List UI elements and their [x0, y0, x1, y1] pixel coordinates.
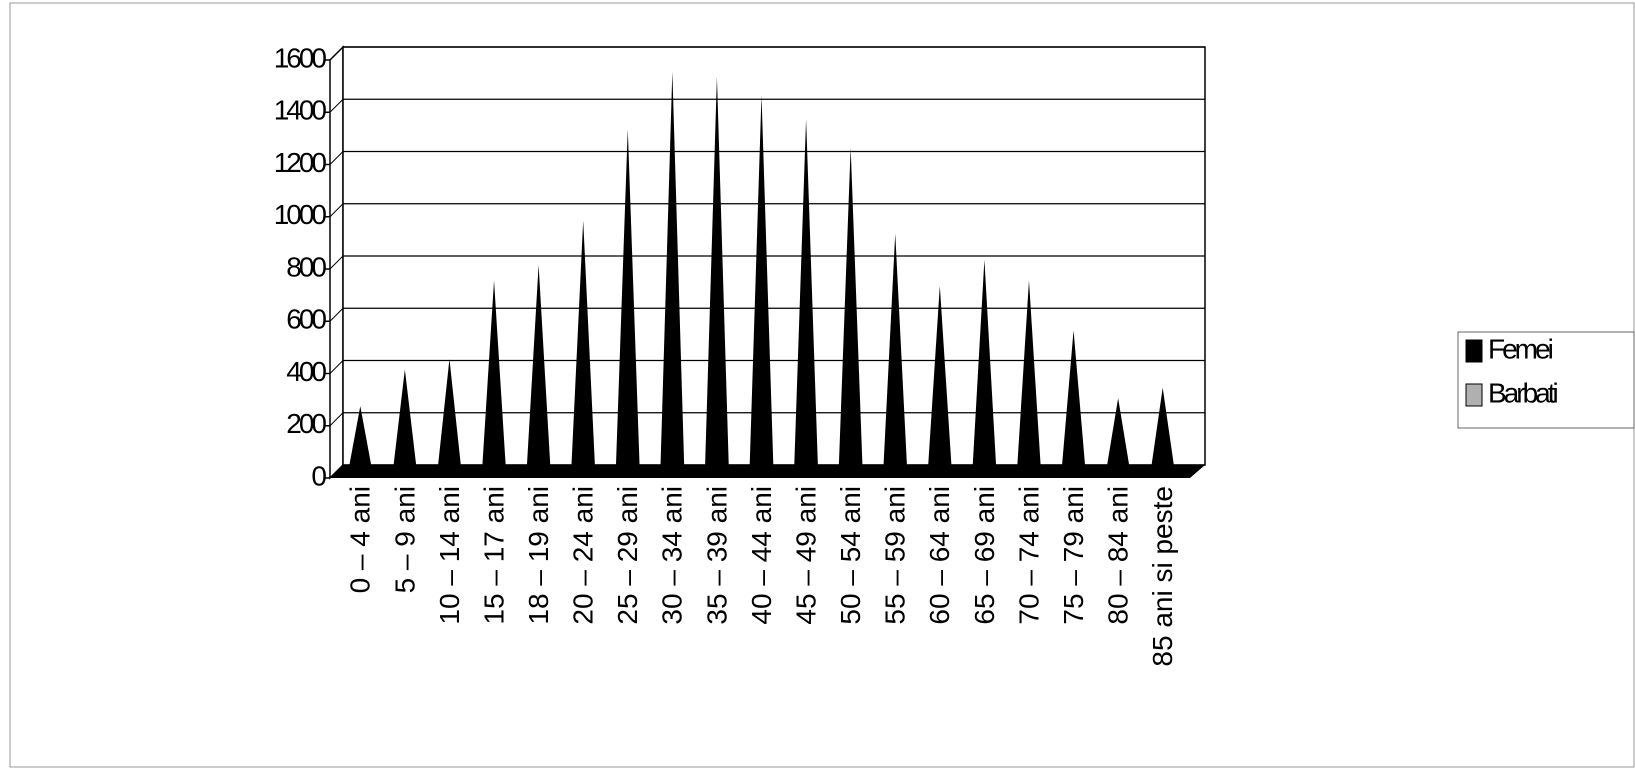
y-tick-label: 800 [286, 251, 326, 282]
y-tick-label: 200 [286, 408, 326, 439]
grid-line [329, 46, 344, 61]
legend-label: Barbati [1488, 377, 1557, 408]
x-tick-label: 50 – 54 ani [835, 486, 866, 625]
y-tick-label: 1600 [274, 42, 327, 73]
cone [482, 280, 507, 471]
cone [571, 220, 596, 471]
x-tick-label: 65 – 69 ani [969, 486, 1000, 625]
grid-line [329, 151, 344, 165]
y-tick-label: 1000 [274, 199, 327, 230]
cone [437, 359, 462, 471]
x-tick-label: 30 – 34 ani [657, 486, 688, 625]
x-tick-label: 20 – 24 ani [568, 486, 599, 625]
cone [838, 147, 863, 471]
cone [392, 369, 417, 471]
x-tick-label: 75 – 79 ani [1058, 486, 1089, 625]
y-tick-label: 1200 [274, 147, 327, 178]
x-tick-label: 40 – 44 ani [746, 486, 777, 625]
x-tick-label: 10 – 14 ani [434, 486, 465, 625]
legend-swatch [1465, 383, 1483, 407]
x-tick-label: 0 – 4 ani [345, 486, 376, 593]
y-tick-label: 600 [286, 304, 326, 335]
grid-line [329, 203, 344, 218]
cone [794, 118, 819, 471]
x-tick-label: 15 – 17 ani [478, 486, 509, 625]
x-tick-label: 5 – 9 ani [389, 486, 420, 593]
x-tick-label: 35 – 39 ani [701, 486, 732, 625]
legend-label: Femei [1488, 333, 1553, 364]
legend-swatch [1465, 339, 1483, 363]
x-tick-label: 45 – 49 ani [790, 486, 821, 625]
cone [1150, 387, 1175, 471]
cone [1106, 398, 1131, 471]
grid-line [329, 255, 344, 270]
x-tick-label: 60 – 64 ani [924, 486, 955, 625]
x-tick-label: 18 – 19 ani [523, 486, 554, 625]
cone [348, 406, 373, 471]
x-tick-label: 25 – 29 ani [612, 486, 643, 625]
x-tick-label: 80 – 84 ani [1103, 486, 1134, 625]
x-tick-label: 70 – 74 ani [1013, 486, 1044, 625]
cone [972, 259, 997, 471]
x-tick-label: 55 – 59 ani [880, 486, 911, 625]
cone [1016, 280, 1041, 471]
grid-line [329, 412, 344, 427]
legend-box [1457, 331, 1635, 429]
cone [883, 233, 908, 471]
y-tick-label: 400 [286, 356, 326, 387]
cone [526, 265, 551, 471]
cone [660, 71, 685, 472]
grid-line [329, 307, 344, 322]
grid-line [329, 360, 344, 374]
cone [1061, 330, 1086, 471]
cone [615, 129, 640, 471]
cone [927, 285, 952, 471]
y-tick-label: 1400 [274, 95, 327, 126]
cone [749, 95, 774, 471]
cone [704, 76, 729, 472]
y-tick-label: 0 [311, 460, 326, 491]
x-tick-label: 85 ani si peste [1147, 486, 1178, 667]
grid-line [329, 98, 344, 113]
